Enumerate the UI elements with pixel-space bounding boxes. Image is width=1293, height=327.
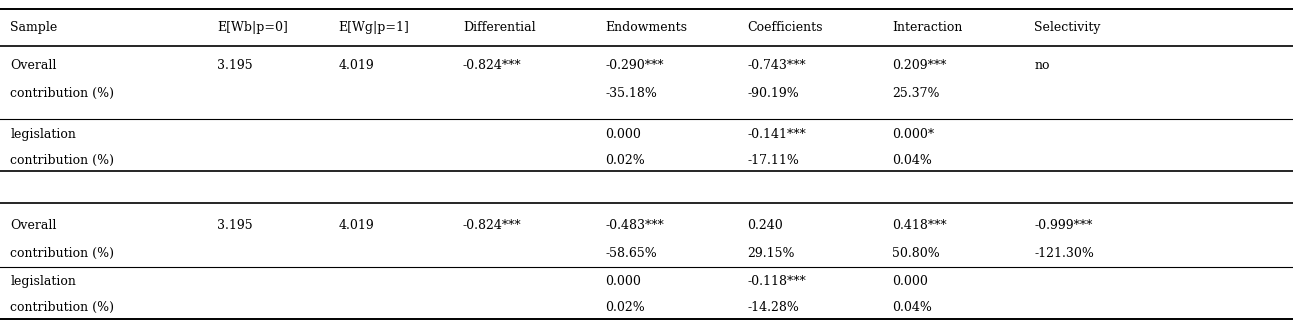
Text: contribution (%): contribution (%) — [10, 247, 114, 260]
Text: -0.141***: -0.141*** — [747, 128, 806, 141]
Text: -0.999***: -0.999*** — [1034, 219, 1093, 232]
Text: Overall: Overall — [10, 219, 57, 232]
Text: legislation: legislation — [10, 275, 76, 288]
Text: Coefficients: Coefficients — [747, 21, 822, 34]
Text: Overall: Overall — [10, 59, 57, 72]
Text: -0.290***: -0.290*** — [605, 59, 663, 72]
Text: -90.19%: -90.19% — [747, 87, 799, 100]
Text: Interaction: Interaction — [892, 21, 962, 34]
Text: 0.240: 0.240 — [747, 219, 784, 232]
Text: -0.483***: -0.483*** — [605, 219, 663, 232]
Text: 0.02%: 0.02% — [605, 301, 645, 314]
Text: 4.019: 4.019 — [339, 59, 375, 72]
Text: -17.11%: -17.11% — [747, 154, 799, 167]
Text: Endowments: Endowments — [605, 21, 687, 34]
Text: -0.824***: -0.824*** — [463, 219, 521, 232]
Text: 0.02%: 0.02% — [605, 154, 645, 167]
Text: contribution (%): contribution (%) — [10, 154, 114, 167]
Text: 3.195: 3.195 — [217, 219, 253, 232]
Text: -0.743***: -0.743*** — [747, 59, 806, 72]
Text: 50.80%: 50.80% — [892, 247, 940, 260]
Text: -0.824***: -0.824*** — [463, 59, 521, 72]
Text: 0.000: 0.000 — [605, 275, 641, 288]
Text: -14.28%: -14.28% — [747, 301, 799, 314]
Text: Sample: Sample — [10, 21, 58, 34]
Text: 0.04%: 0.04% — [892, 301, 932, 314]
Text: legislation: legislation — [10, 128, 76, 141]
Text: 0.04%: 0.04% — [892, 154, 932, 167]
Text: 0.000*: 0.000* — [892, 128, 935, 141]
Text: 29.15%: 29.15% — [747, 247, 795, 260]
Text: -0.118***: -0.118*** — [747, 275, 806, 288]
Text: 0.000: 0.000 — [892, 275, 928, 288]
Text: -121.30%: -121.30% — [1034, 247, 1094, 260]
Text: 25.37%: 25.37% — [892, 87, 940, 100]
Text: E[Wg|p=1]: E[Wg|p=1] — [339, 21, 410, 34]
Text: Differential: Differential — [463, 21, 535, 34]
Text: no: no — [1034, 59, 1050, 72]
Text: Selectivity: Selectivity — [1034, 21, 1100, 34]
Text: 0.418***: 0.418*** — [892, 219, 946, 232]
Text: contribution (%): contribution (%) — [10, 301, 114, 314]
Text: contribution (%): contribution (%) — [10, 87, 114, 100]
Text: -35.18%: -35.18% — [605, 87, 657, 100]
Text: 4.019: 4.019 — [339, 219, 375, 232]
Text: 0.209***: 0.209*** — [892, 59, 946, 72]
Text: E[Wb|p=0]: E[Wb|p=0] — [217, 21, 288, 34]
Text: -58.65%: -58.65% — [605, 247, 657, 260]
Text: 3.195: 3.195 — [217, 59, 253, 72]
Text: 0.000: 0.000 — [605, 128, 641, 141]
